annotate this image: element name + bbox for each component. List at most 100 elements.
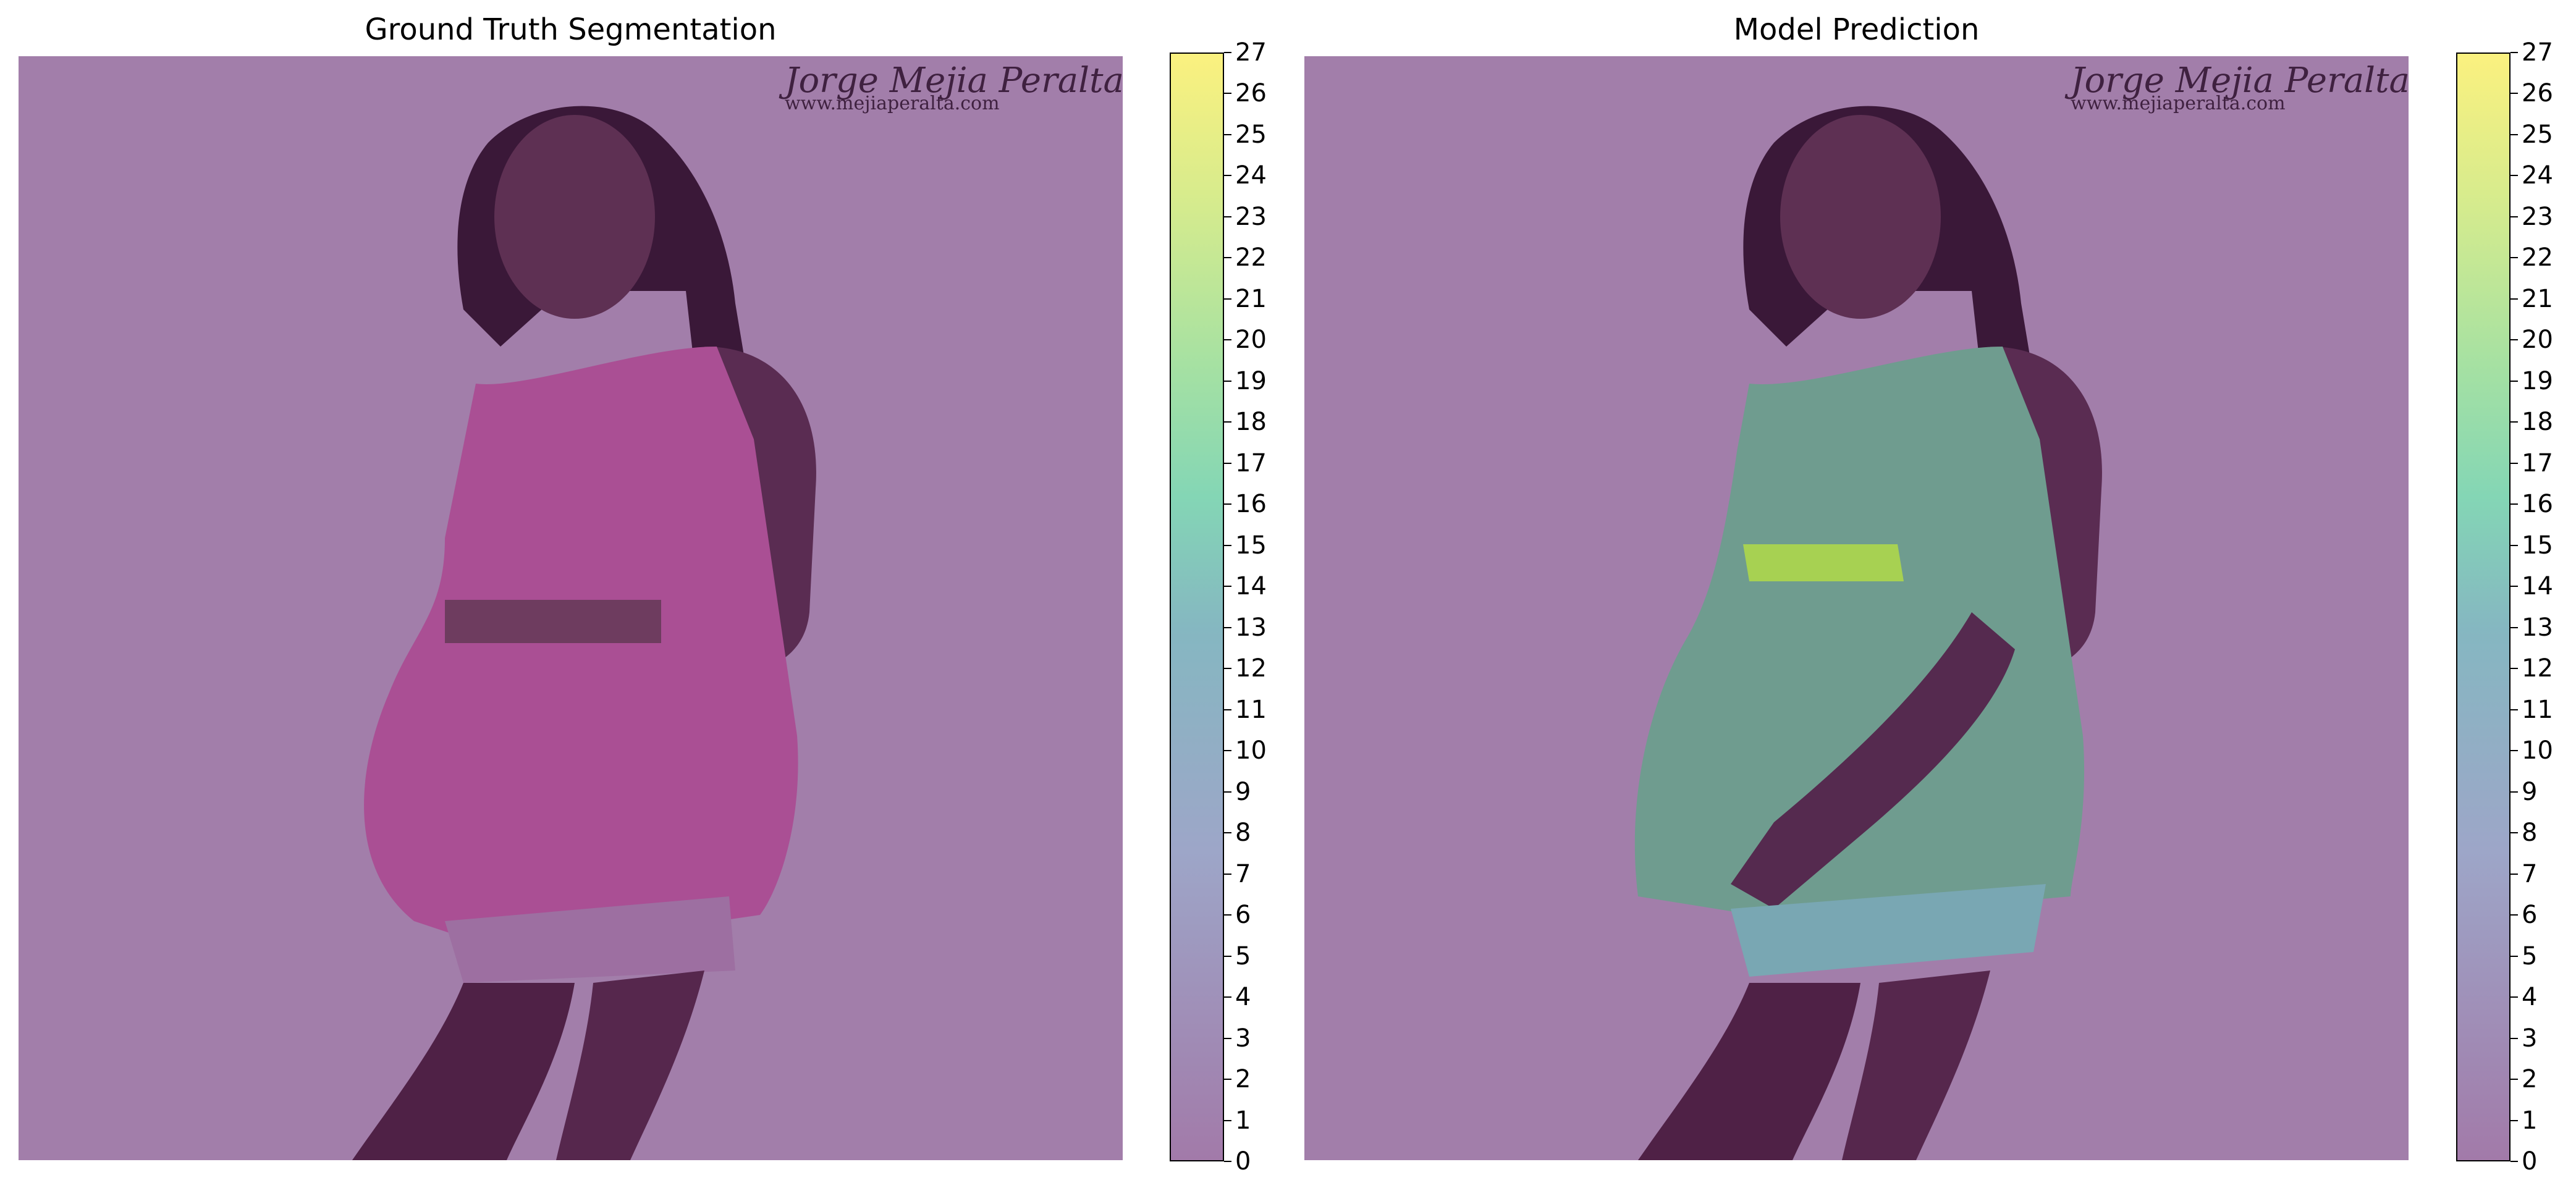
colorbar-tick-mark [2511, 586, 2518, 587]
ground-truth-colorbar [1170, 53, 1224, 1161]
colorbar-tick-mark [1224, 298, 1231, 300]
colorbar-tick-mark [1224, 1079, 1231, 1080]
colorbar-tick-mark [1224, 996, 1231, 998]
colorbar-tick-label: 12 [2522, 654, 2553, 683]
colorbar-tick-label: 7 [1235, 859, 1251, 888]
colorbar-tick-mark [1224, 52, 1231, 53]
ground-truth-title: Ground Truth Segmentation [365, 12, 777, 47]
colorbar-tick-mark [2511, 668, 2518, 670]
colorbar-tick-label: 4 [1235, 983, 1251, 1012]
svg-text:Jorge Mejia Peralta: Jorge Mejia Peralta [779, 61, 1123, 101]
colorbar-tick-label: 3 [1235, 1024, 1251, 1053]
colorbar-tick-label: 2 [1235, 1065, 1251, 1094]
colorbar-tick-label: 17 [2522, 448, 2553, 478]
colorbar-tick-mark [2511, 175, 2518, 177]
svg-text:Jorge Mejia Peralta: Jorge Mejia Peralta [2064, 61, 2409, 101]
colorbar-tick-mark [2511, 1079, 2518, 1080]
colorbar-tick-mark [1224, 832, 1231, 834]
colorbar-tick-label: 13 [1235, 613, 1267, 642]
colorbar-tick-label: 12 [1235, 654, 1267, 683]
colorbar-tick-label: 21 [1235, 284, 1267, 313]
colorbar-tick-mark [2511, 298, 2518, 300]
colorbar-tick-mark [1224, 462, 1231, 464]
colorbar-tick-mark [2511, 52, 2518, 53]
colorbar-tick-label: 9 [1235, 777, 1251, 806]
colorbar-tick-mark [1224, 955, 1231, 957]
colorbar-tick-label: 16 [2522, 490, 2553, 519]
colorbar-tick-label: 6 [1235, 901, 1251, 930]
colorbar-tick-mark [1224, 93, 1231, 95]
colorbar-tick-mark [1224, 750, 1231, 752]
colorbar-tick-label: 16 [1235, 490, 1267, 519]
colorbar-tick-label: 14 [2522, 572, 2553, 601]
colorbar-tick-mark [1224, 914, 1231, 916]
colorbar-tick-label: 14 [1235, 572, 1267, 601]
colorbar-tick-mark [2511, 380, 2518, 382]
colorbar-tick-mark [1224, 709, 1231, 710]
colorbar-tick-mark [1224, 668, 1231, 670]
colorbar-tick-label: 19 [2522, 366, 2553, 395]
colorbar-tick-mark [2511, 544, 2518, 546]
colorbar-tick-mark [2511, 93, 2518, 95]
colorbar-tick-mark [1224, 339, 1231, 341]
colorbar-tick-label: 18 [1235, 408, 1267, 437]
colorbar-tick-mark [1224, 1119, 1231, 1121]
colorbar-tick-mark [1224, 1161, 1231, 1162]
colorbar-tick-mark [2511, 873, 2518, 875]
colorbar-tick-label: 21 [2522, 284, 2553, 313]
colorbar-tick-label: 24 [1235, 161, 1267, 190]
colorbar-tick-label: 8 [2522, 819, 2538, 848]
ground-truth-image: Jorge Mejia Peralta www.mejiaperalta.com [19, 56, 1123, 1160]
colorbar-tick-mark [2511, 257, 2518, 259]
ground-truth-colorbar-ticks: 0 1 2 3 4 5 6 7 8 9 10 11 12 13 14 15 16 17 18 19 20 21 22 23 24… [1224, 38, 1273, 1176]
colorbar-tick-mark [2511, 216, 2518, 217]
colorbar-tick-mark [1224, 586, 1231, 587]
colorbar-tick-mark [1224, 175, 1231, 177]
colorbar-tick-label: 6 [2522, 901, 2538, 930]
colorbar-tick-label: 1 [2522, 1106, 2538, 1135]
colorbar-tick-mark [2511, 832, 2518, 834]
colorbar-tick-mark [1224, 380, 1231, 382]
colorbar-tick-label: 27 [2522, 38, 2553, 67]
colorbar-tick-label: 5 [2522, 941, 2538, 971]
colorbar-tick-label: 1 [1235, 1106, 1251, 1135]
colorbar-tick-label: 15 [1235, 531, 1267, 560]
colorbar-tick-mark [1224, 1037, 1231, 1039]
colorbar-tick-label: 8 [1235, 819, 1251, 848]
colorbar-tick-label: 17 [1235, 448, 1267, 478]
colorbar-tick-label: 27 [1235, 38, 1267, 67]
colorbar-tick-label: 20 [1235, 326, 1267, 355]
colorbar-tick-mark [2511, 1161, 2518, 1162]
colorbar-tick-mark [1224, 421, 1231, 423]
colorbar-tick-label: 23 [2522, 202, 2553, 231]
colorbar-tick-mark [1224, 503, 1231, 505]
colorbar-tick-label: 3 [2522, 1024, 2538, 1053]
colorbar-tick-label: 15 [2522, 531, 2553, 560]
colorbar-tick-mark [2511, 996, 2518, 998]
colorbar-tick-label: 25 [1235, 120, 1267, 149]
colorbar-tick-label: 4 [2522, 983, 2538, 1012]
colorbar-tick-label: 10 [2522, 736, 2553, 765]
colorbar-tick-mark [1224, 257, 1231, 259]
colorbar-tick-mark [2511, 914, 2518, 916]
colorbar-tick-mark [2511, 339, 2518, 341]
colorbar-tick-label: 22 [2522, 243, 2553, 272]
colorbar-tick-label: 26 [2522, 79, 2553, 108]
colorbar-tick-mark [1224, 791, 1231, 793]
colorbar-tick-mark [1224, 544, 1231, 546]
svg-text:www.mejiaperalta.com: www.mejiaperalta.com [2071, 93, 2286, 114]
colorbar-tick-label: 24 [2522, 161, 2553, 190]
colorbar-tick-label: 11 [2522, 695, 2553, 724]
svg-text:www.mejiaperalta.com: www.mejiaperalta.com [785, 93, 1000, 114]
colorbar-tick-mark [2511, 1119, 2518, 1121]
colorbar-tick-mark [1224, 133, 1231, 135]
colorbar-tick-label: 10 [1235, 736, 1267, 765]
colorbar-tick-label: 25 [2522, 120, 2553, 149]
colorbar-tick-mark [2511, 791, 2518, 793]
colorbar-tick-mark [2511, 462, 2518, 464]
colorbar-tick-mark [2511, 421, 2518, 423]
colorbar-tick-mark [1224, 626, 1231, 628]
colorbar-tick-label: 19 [1235, 366, 1267, 395]
colorbar-tick-mark [2511, 1037, 2518, 1039]
colorbar-tick-mark [2511, 709, 2518, 710]
